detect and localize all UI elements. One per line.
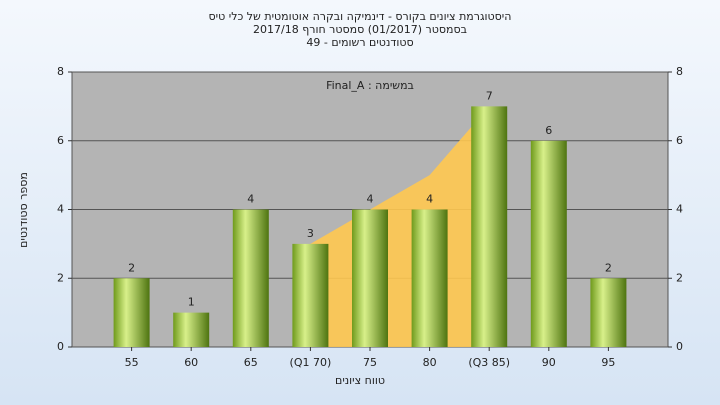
bar: [411, 209, 448, 347]
value-label: 4: [367, 193, 374, 206]
x-tick-label: 75: [363, 356, 377, 369]
value-label: 2: [128, 261, 135, 274]
x-tick-label: 95: [601, 356, 615, 369]
value-label: 1: [188, 296, 195, 309]
value-label: 4: [247, 193, 254, 206]
bar: [471, 106, 508, 347]
x-tick-label: (Q3 85): [468, 356, 510, 369]
bar: [232, 209, 269, 347]
x-axis-label: טווח ציונים: [335, 374, 385, 387]
x-tick-label: 80: [423, 356, 437, 369]
x-tick-label: 90: [542, 356, 556, 369]
bar: [530, 140, 567, 347]
x-tick-label: 60: [184, 356, 198, 369]
bar: [113, 278, 150, 347]
y-axis-label: מספר סטודנטים: [17, 172, 30, 248]
value-label: 3: [307, 227, 314, 240]
bar: [292, 243, 329, 347]
y2-tick-label: 0: [676, 340, 683, 353]
y2-tick-label: 2: [676, 271, 683, 284]
bar: [352, 209, 388, 347]
x-tick-label: 55: [125, 356, 139, 369]
y2-tick-label: 8: [676, 65, 683, 78]
bar: [590, 278, 627, 347]
value-label: 2: [605, 261, 612, 274]
value-label: 4: [426, 193, 433, 206]
x-tick-label: 65: [244, 356, 258, 369]
title-line: היסטוגרמת ציונים בקורס - דינמיקה ובקרה א…: [209, 10, 512, 23]
value-label: 6: [545, 124, 552, 137]
title-line: סטודנטים רשומים - 49: [306, 36, 413, 49]
y-tick-label: 2: [57, 271, 64, 284]
y2-tick-label: 6: [676, 134, 683, 147]
annotation: Final_A : במשימה: [326, 79, 414, 92]
value-label: 7: [486, 89, 493, 102]
y-tick-label: 8: [57, 65, 64, 78]
bar: [173, 312, 210, 347]
x-tick-label: (Q1 70): [290, 356, 332, 369]
y-tick-label: 0: [57, 340, 64, 353]
title-line: בסמסטר (01/2017) סמסטר חורף 2017/18: [253, 23, 467, 36]
y-tick-label: 4: [57, 203, 64, 216]
y-tick-label: 6: [57, 134, 64, 147]
y2-tick-label: 4: [676, 203, 683, 216]
